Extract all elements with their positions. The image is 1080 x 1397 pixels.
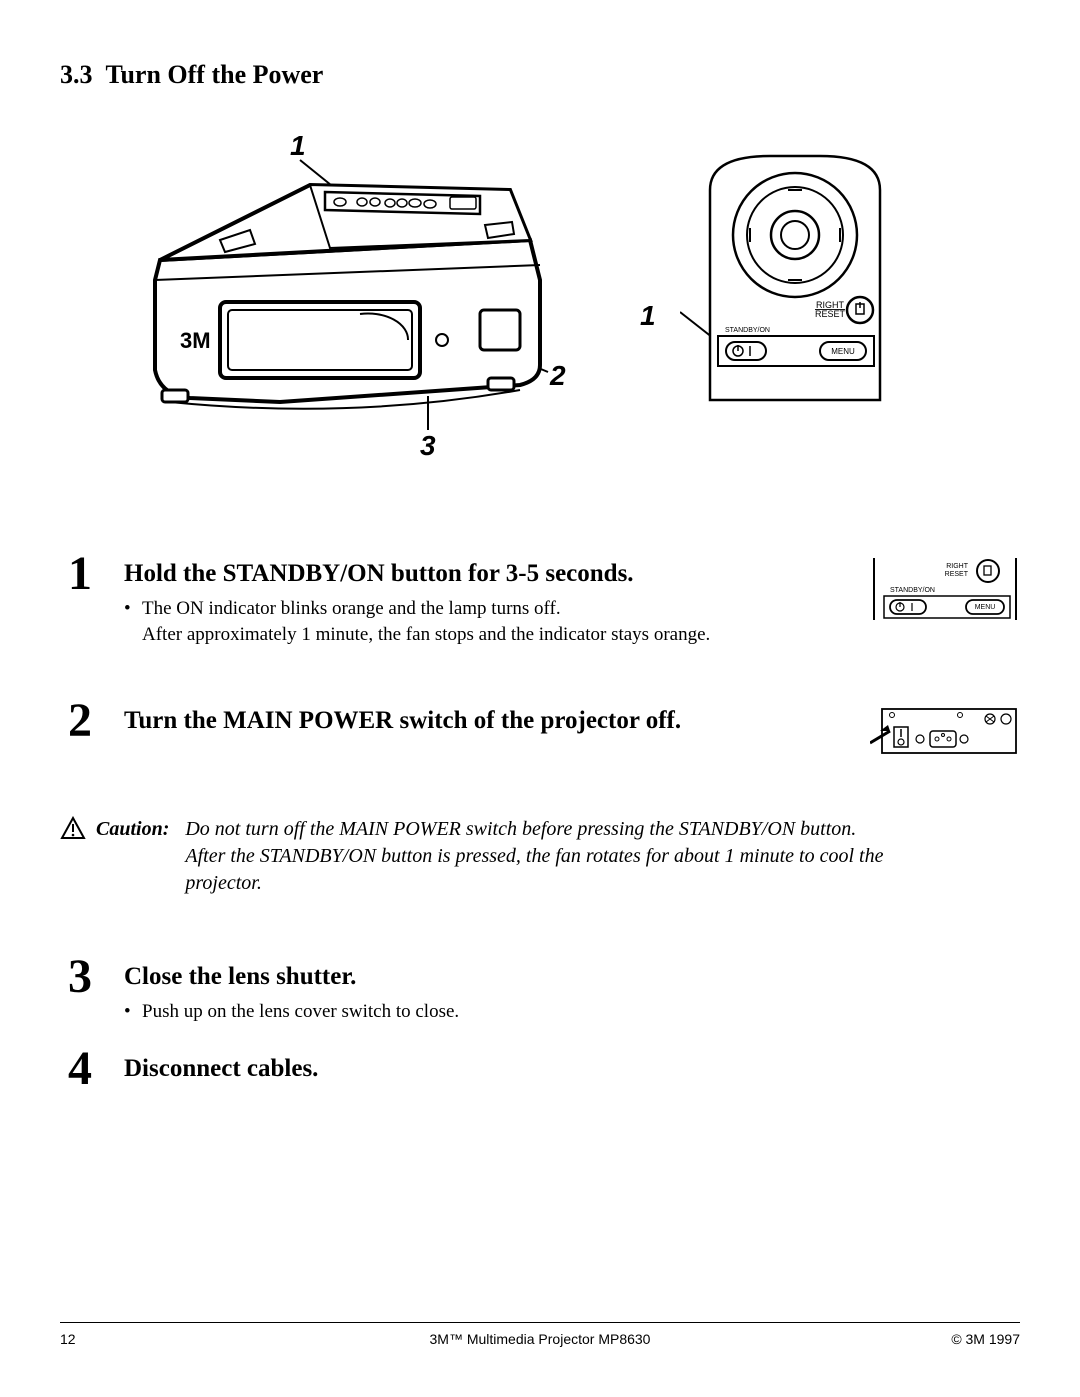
remote-figure: 1 RIGHT RESET: [680, 150, 910, 410]
step-3-title: Close the lens shutter.: [124, 963, 1020, 991]
step-2: 2 Turn the MAIN POWER switch of the proj…: [60, 697, 1020, 766]
section-title-text: Turn Off the Power: [106, 60, 324, 89]
caution-block: Caution: Do not turn off the MAIN POWER …: [60, 816, 1020, 897]
step-3-number: 3: [60, 953, 100, 1001]
svg-text:STANDBY/ON: STANDBY/ON: [725, 327, 770, 334]
page-footer: 12 3M™ Multimedia Projector MP8630 © 3M …: [60, 1322, 1020, 1347]
step-1-number: 1: [60, 550, 100, 598]
step-3-body: Close the lens shutter. Push up on the l…: [124, 953, 1020, 1025]
step-2-thumb: [870, 701, 1020, 766]
step-4-title: Disconnect cables.: [124, 1055, 1020, 1083]
section-heading: 3.3 Turn Off the Power: [60, 60, 1020, 90]
projector-figure: 1 2 3: [100, 130, 620, 470]
callout-3: 3: [420, 430, 436, 462]
callout-2: 2: [550, 360, 566, 392]
caution-label: Caution:: [96, 818, 169, 840]
step-3-bullets: Push up on the lens cover switch to clos…: [124, 999, 1020, 1025]
step-1-thumb: RIGHT RESET STANDBY/ON MENU: [870, 554, 1020, 629]
step-4-number: 4: [60, 1045, 100, 1093]
callout-1: 1: [290, 130, 306, 162]
step-1-bullet: The ON indicator blinks orange and the l…: [124, 596, 846, 647]
step-3: 3 Close the lens shutter. Push up on the…: [60, 953, 1020, 1025]
svg-text:MENU: MENU: [831, 347, 855, 356]
caution-icon: [60, 816, 86, 897]
remote-svg: RIGHT RESET STANDBY/ON MENU: [680, 150, 910, 410]
caution-text-wrap: Caution: Do not turn off the MAIN POWER …: [96, 816, 885, 897]
svg-text:3M: 3M: [180, 328, 211, 353]
page: 3.3 Turn Off the Power 1 2 3: [0, 0, 1080, 1397]
step-1-title: Hold the STANDBY/ON button for 3-5 secon…: [124, 560, 846, 588]
step-4-body: Disconnect cables.: [124, 1045, 1020, 1091]
figure-row: 1 2 3: [100, 130, 1020, 470]
footer-rule: [60, 1322, 1020, 1323]
svg-text:RESET: RESET: [815, 309, 846, 319]
projector-svg: 3M: [100, 130, 620, 470]
footer-center-text: 3M™ Multimedia Projector MP8630: [60, 1331, 1020, 1347]
step-4: 4 Disconnect cables.: [60, 1045, 1020, 1093]
svg-text:RIGHT: RIGHT: [946, 563, 969, 570]
footer-row: 12 3M™ Multimedia Projector MP8630 © 3M …: [60, 1331, 1020, 1347]
remote-callout-1: 1: [640, 300, 656, 332]
step-1-bullets: The ON indicator blinks orange and the l…: [124, 596, 846, 647]
step-1: 1 Hold the STANDBY/ON button for 3-5 sec…: [60, 550, 1020, 647]
section-number: 3.3: [60, 60, 93, 89]
svg-text:RESET: RESET: [945, 571, 969, 578]
step-2-body: Turn the MAIN POWER switch of the projec…: [124, 697, 846, 743]
step-2-title: Turn the MAIN POWER switch of the projec…: [124, 707, 846, 735]
step-2-number: 2: [60, 697, 100, 745]
step-3-bullet: Push up on the lens cover switch to clos…: [124, 999, 1020, 1025]
step-1-body: Hold the STANDBY/ON button for 3-5 secon…: [124, 550, 846, 647]
svg-text:STANDBY/ON: STANDBY/ON: [890, 587, 935, 594]
caution-text: Do not turn off the MAIN POWER switch be…: [185, 816, 885, 897]
svg-text:MENU: MENU: [975, 604, 996, 611]
